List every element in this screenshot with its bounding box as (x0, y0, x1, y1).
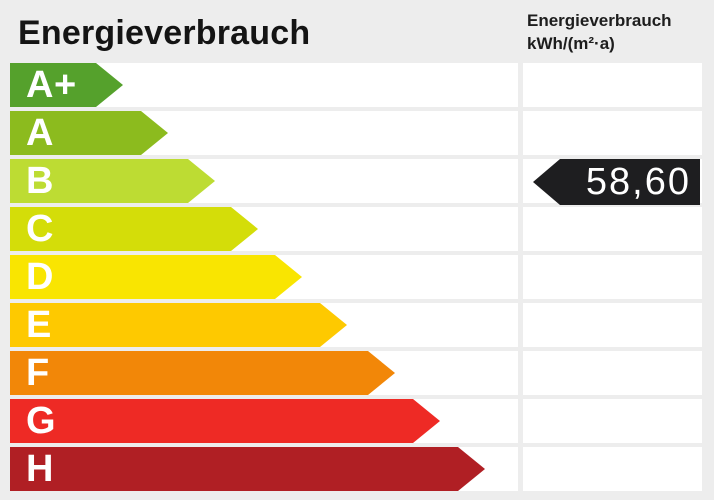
value-row-bg-d (523, 255, 702, 299)
value-pointer-arrow: 58,60 (533, 159, 700, 205)
unit-header: Energieverbrauch kWh/(m²·a) (527, 9, 672, 55)
class-letter-a: A (26, 112, 54, 154)
class-letter-c: C (26, 208, 54, 250)
class-arrow-c: C (10, 207, 258, 251)
value-row-bg-a (523, 111, 702, 155)
value-row-bg-e (523, 303, 702, 347)
class-letter-b: B (26, 160, 54, 202)
class-letter-a+: A+ (26, 64, 77, 106)
class-arrow-a+: A+ (10, 63, 123, 107)
page-title: Energieverbrauch (18, 14, 311, 52)
class-letter-h: H (26, 448, 54, 490)
unit-header-line2: kWh/(m²·a) (527, 34, 615, 53)
class-arrow-h: H (10, 447, 485, 491)
value-pointer-text: 58,60 (585, 161, 691, 203)
class-letter-d: D (26, 256, 54, 298)
class-arrow-b: B (10, 159, 215, 203)
value-row-bg-h (523, 447, 702, 491)
class-arrow-g: G (10, 399, 440, 443)
value-row-bg-c (523, 207, 702, 251)
class-letter-e: E (26, 304, 52, 346)
class-arrow-e: E (10, 303, 347, 347)
class-arrow-f: F (10, 351, 395, 395)
value-row-bg-f (523, 351, 702, 395)
class-letter-f: F (26, 352, 50, 394)
class-arrow-d: D (10, 255, 302, 299)
value-row-bg-g (523, 399, 702, 443)
unit-header-line1: Energieverbrauch (527, 11, 672, 30)
class-arrow-a: A (10, 111, 168, 155)
class-letter-g: G (26, 400, 57, 442)
value-row-bg-a+ (523, 63, 702, 107)
